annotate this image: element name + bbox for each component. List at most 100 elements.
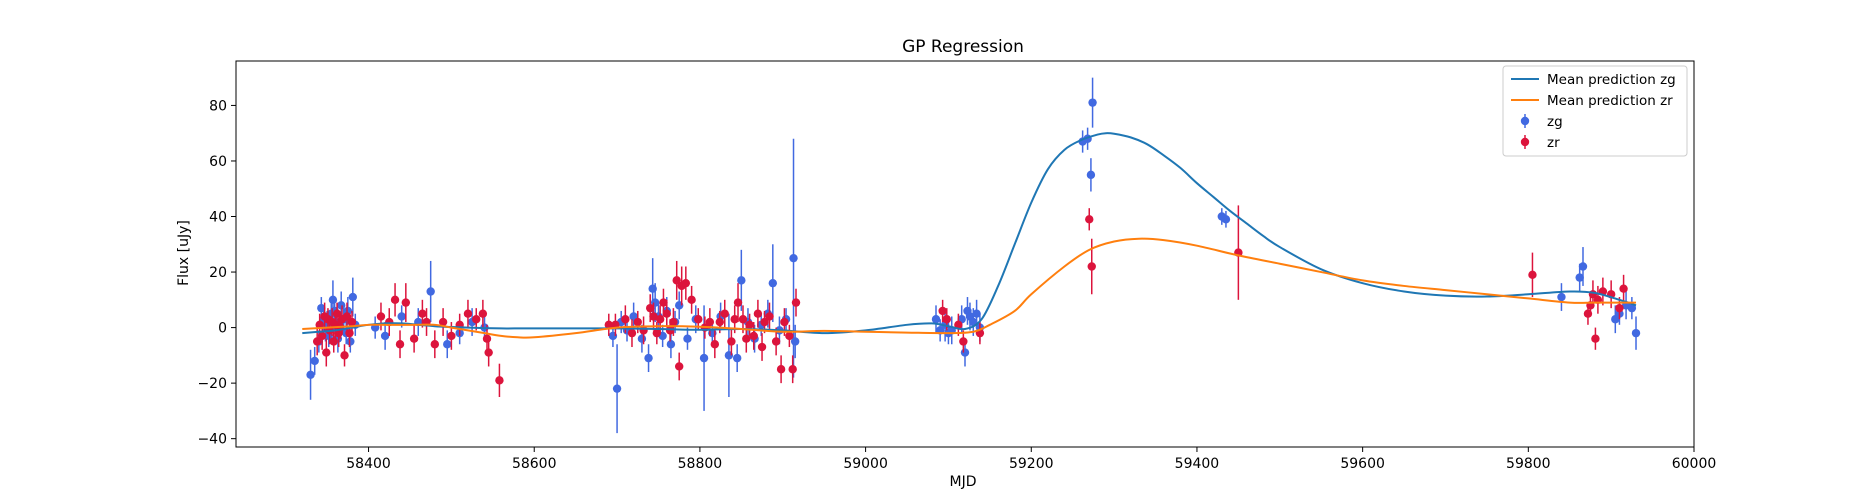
zr-point xyxy=(776,365,786,374)
zr-point xyxy=(418,309,427,318)
zr-point xyxy=(710,340,720,349)
zr-point xyxy=(938,306,947,316)
zr-point xyxy=(633,317,642,327)
zg-point xyxy=(612,384,622,393)
chart-title: GP Regression xyxy=(902,37,1024,57)
zr-point xyxy=(340,351,349,360)
zg-point xyxy=(931,315,941,324)
zg-point xyxy=(1578,262,1588,271)
zr-point xyxy=(954,320,963,330)
legend-label-mean-zr: Mean prediction zr xyxy=(1547,93,1673,109)
zr-point xyxy=(1085,215,1094,224)
legend-label-zg: zg xyxy=(1547,114,1563,130)
zr-point xyxy=(791,298,801,307)
x-tick-label: 58800 xyxy=(678,456,723,472)
zr-point xyxy=(604,320,613,330)
mean-prediction-zr-line xyxy=(302,237,1637,339)
zg-point xyxy=(1575,273,1584,282)
zr-point xyxy=(482,334,492,343)
zg-point xyxy=(380,331,390,341)
zr-point xyxy=(760,317,769,327)
zr-point xyxy=(674,362,684,371)
legend-marker-zg xyxy=(1520,116,1530,126)
zg-point xyxy=(637,334,647,343)
zg-point xyxy=(768,278,778,288)
y-tick-label: 80 xyxy=(209,98,227,114)
zr-point xyxy=(757,342,767,352)
zr-series xyxy=(312,205,1628,398)
x-tick-label: 58400 xyxy=(346,456,391,472)
x-tick-label: 59600 xyxy=(1340,456,1385,472)
zg-point xyxy=(337,301,346,310)
zr-point xyxy=(649,312,658,321)
zr-point xyxy=(463,309,473,318)
zr-point xyxy=(317,331,327,341)
x-tick-label: 59800 xyxy=(1506,456,1551,472)
zr-point xyxy=(621,315,630,324)
zg-point xyxy=(666,340,676,349)
zg-point xyxy=(443,340,452,349)
zr-point xyxy=(745,320,754,330)
axes: 58400 58600 58800 59000 59200 59400 59600 59800… xyxy=(197,60,1717,472)
legend: Mean prediction zg Mean prediction zr zg zr xyxy=(1502,65,1688,157)
zr-point xyxy=(720,309,729,318)
zg-point xyxy=(346,337,355,346)
zr-point xyxy=(687,295,696,305)
zg-point xyxy=(397,312,406,321)
zr-point xyxy=(959,337,968,346)
zr-point xyxy=(742,334,751,343)
y-axis-label: Flux [uJy] xyxy=(176,220,192,286)
x-tick-label: 58600 xyxy=(512,456,557,472)
x-tick-label: 59400 xyxy=(1175,456,1220,472)
zr-point xyxy=(1615,303,1624,313)
zr-point xyxy=(669,317,678,327)
x-tick-label: 59200 xyxy=(1009,456,1054,472)
x-tick-label: 60000 xyxy=(1672,456,1717,472)
zg-point xyxy=(1631,328,1641,338)
zg-point xyxy=(737,276,746,285)
zg-point xyxy=(960,348,970,357)
zr-point xyxy=(376,312,386,321)
y-tick-label: 60 xyxy=(209,154,227,170)
zr-point xyxy=(322,348,331,357)
zr-point xyxy=(1591,334,1600,343)
zr-point xyxy=(495,376,504,385)
zr-point xyxy=(447,331,456,341)
zr-point xyxy=(771,337,781,346)
y-tick-label: 40 xyxy=(209,210,227,226)
zr-point xyxy=(785,331,794,341)
zr-point xyxy=(484,348,493,357)
zr-point xyxy=(715,317,724,327)
zr-point xyxy=(662,309,671,318)
zr-point xyxy=(681,278,691,288)
zg-point xyxy=(1627,303,1637,313)
zr-point xyxy=(332,309,342,318)
x-tick-label: 59000 xyxy=(843,456,888,472)
zg-point xyxy=(1557,292,1566,302)
zr-point xyxy=(705,317,715,327)
zg-point xyxy=(306,370,315,379)
zr-point xyxy=(342,312,352,321)
zr-point xyxy=(730,315,739,324)
zr-point xyxy=(780,317,789,327)
legend-label-zr: zr xyxy=(1547,135,1560,151)
zg-point xyxy=(348,292,358,302)
zr-point xyxy=(652,328,662,338)
zg-point xyxy=(683,334,692,343)
zg-point xyxy=(426,287,435,296)
zg-point xyxy=(328,295,338,305)
zr-point xyxy=(478,309,488,318)
legend-label-mean-zg: Mean prediction zg xyxy=(1547,72,1676,88)
zr-point xyxy=(390,295,400,305)
zg-point xyxy=(790,337,800,346)
zg-point xyxy=(1088,98,1097,107)
zg-point xyxy=(1086,170,1096,180)
legend-box xyxy=(1502,65,1688,157)
y-tick-label: −40 xyxy=(197,432,227,448)
legend-marker-zr xyxy=(1520,137,1530,147)
zr-point xyxy=(409,334,419,343)
zr-point xyxy=(347,317,357,327)
zr-point xyxy=(765,312,774,321)
zr-point xyxy=(1528,270,1537,280)
